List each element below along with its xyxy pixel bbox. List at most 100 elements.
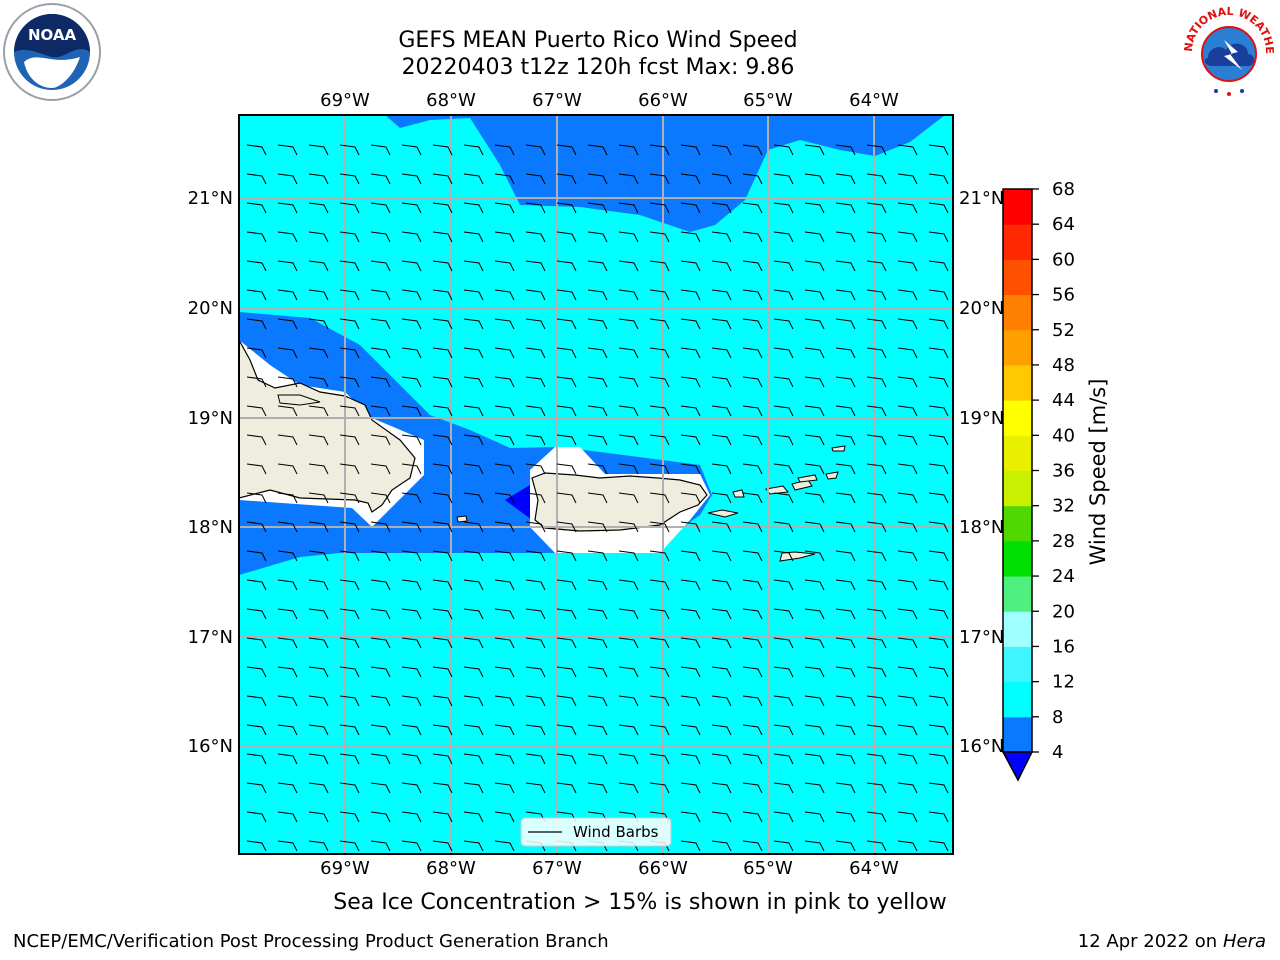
lat-label: 16°N bbox=[959, 736, 1004, 757]
wind-barb bbox=[494, 376, 515, 388]
wind-barb bbox=[246, 173, 267, 185]
wind-barb bbox=[525, 521, 546, 533]
wind-barb bbox=[866, 579, 887, 591]
wind-barb bbox=[680, 521, 701, 533]
wind-barb bbox=[866, 347, 887, 359]
wind-barb bbox=[556, 521, 577, 533]
wind-barb bbox=[370, 492, 391, 504]
land-small-cay bbox=[277, 394, 321, 406]
wind-barb bbox=[308, 318, 329, 330]
wind-barb bbox=[277, 637, 298, 649]
wind-barb bbox=[463, 811, 484, 823]
colorbar-band bbox=[1003, 681, 1032, 718]
wind-barb bbox=[928, 666, 949, 678]
wind-barb bbox=[928, 521, 949, 533]
wind-barb bbox=[680, 492, 701, 504]
noaa-logo-text: NOAA bbox=[28, 26, 77, 44]
wind-barb bbox=[339, 753, 360, 765]
lat-labels-left: 21°N 20°N 19°N 18°N 17°N 16°N bbox=[188, 188, 233, 757]
wind-barb bbox=[835, 318, 856, 330]
wind-barb bbox=[804, 318, 825, 330]
wind-contour-north bbox=[385, 115, 945, 232]
wind-barb bbox=[401, 550, 422, 562]
wind-barb bbox=[339, 347, 360, 359]
wind-barb bbox=[494, 608, 515, 620]
wind-barb bbox=[401, 289, 422, 301]
colorbar-tick-label: 8 bbox=[1052, 707, 1063, 728]
wind-barb bbox=[804, 289, 825, 301]
wind-barb bbox=[525, 666, 546, 678]
wind-barb bbox=[432, 202, 453, 214]
wind-barb bbox=[246, 318, 267, 330]
wind-barb bbox=[897, 347, 918, 359]
wind-barb bbox=[277, 434, 298, 446]
wind-barb bbox=[618, 289, 639, 301]
wind-barb bbox=[804, 521, 825, 533]
wind-barb bbox=[277, 695, 298, 707]
wind-barb bbox=[742, 231, 763, 243]
wind-barb bbox=[742, 144, 763, 156]
wind-barb bbox=[804, 376, 825, 388]
wind-barb bbox=[711, 318, 732, 330]
wind-barb bbox=[587, 666, 608, 678]
colorbar-label: Wind Speed [m/s] bbox=[1086, 379, 1110, 566]
wind-barb bbox=[711, 840, 732, 852]
wind-barb bbox=[339, 202, 360, 214]
wind-barb bbox=[773, 144, 794, 156]
wind-barb bbox=[246, 579, 267, 591]
wind-barb bbox=[370, 550, 391, 562]
wind-barb bbox=[525, 434, 546, 446]
wind-barb bbox=[339, 260, 360, 272]
wind-barb bbox=[866, 144, 887, 156]
wind-barb bbox=[835, 231, 856, 243]
wind-barb bbox=[556, 231, 577, 243]
wind-barb bbox=[711, 579, 732, 591]
colorbar-band bbox=[1003, 505, 1032, 542]
wind-barb bbox=[339, 811, 360, 823]
wind-barb bbox=[618, 347, 639, 359]
wind-barb bbox=[246, 724, 267, 736]
wind-barb bbox=[494, 666, 515, 678]
wind-barb bbox=[246, 782, 267, 794]
wind-barb bbox=[835, 202, 856, 214]
wind-barb bbox=[773, 202, 794, 214]
wind-barb bbox=[835, 840, 856, 852]
wind-barb bbox=[277, 260, 298, 272]
wind-barb bbox=[897, 492, 918, 504]
wind-barb bbox=[370, 289, 391, 301]
wind-barb bbox=[525, 318, 546, 330]
wind-barb bbox=[463, 463, 484, 475]
wind-barb bbox=[277, 173, 298, 185]
wind-barb bbox=[804, 434, 825, 446]
lat-label: 17°N bbox=[188, 627, 233, 648]
wind-barb bbox=[370, 318, 391, 330]
wind-barb bbox=[587, 144, 608, 156]
wind-barb bbox=[835, 144, 856, 156]
wind-barb bbox=[277, 405, 298, 417]
wind-barb bbox=[525, 289, 546, 301]
wind-barb bbox=[804, 753, 825, 765]
wind-barb bbox=[339, 695, 360, 707]
wind-barb bbox=[494, 405, 515, 417]
nws-logo: NATIONAL WEATHER SERVICE bbox=[1178, 0, 1276, 96]
wind-barb bbox=[804, 202, 825, 214]
wind-barb bbox=[587, 608, 608, 620]
wind-barb bbox=[742, 550, 763, 562]
wind-barb bbox=[649, 492, 670, 504]
wind-barb bbox=[401, 666, 422, 678]
wind-barb bbox=[525, 695, 546, 707]
wind-barb bbox=[525, 376, 546, 388]
wind-barb bbox=[711, 666, 732, 678]
wind-barb bbox=[804, 724, 825, 736]
wind-barb bbox=[494, 637, 515, 649]
wind-barb bbox=[773, 173, 794, 185]
wind-barb bbox=[525, 608, 546, 620]
wind-barb bbox=[525, 144, 546, 156]
lon-label: 69°W bbox=[320, 90, 370, 111]
colorbar-tick-label: 60 bbox=[1052, 249, 1075, 270]
wind-barb bbox=[494, 144, 515, 156]
land-vieques bbox=[707, 509, 739, 518]
wind-barb bbox=[401, 202, 422, 214]
wind-barb bbox=[246, 666, 267, 678]
